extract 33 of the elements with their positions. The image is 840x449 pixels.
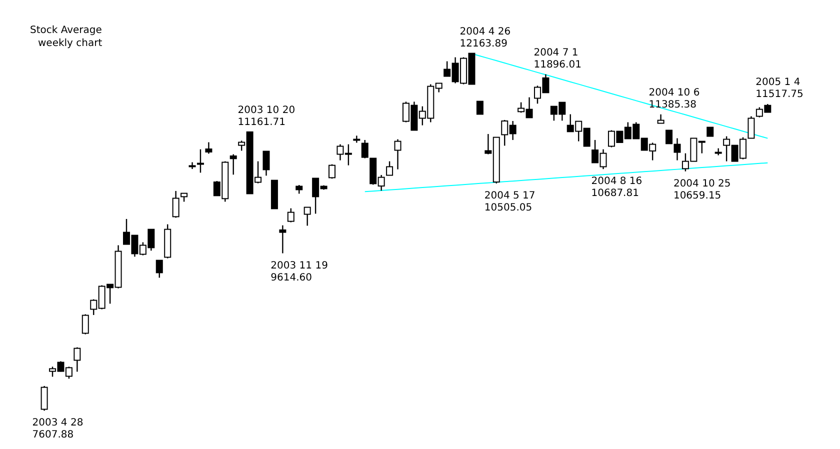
annotation: 2004 10 25 10659.15	[673, 178, 731, 202]
annotation: 2003 10 20 11161.71	[238, 104, 296, 128]
candlestick	[172, 190, 180, 218]
candlestick	[287, 208, 294, 223]
candlestick	[205, 142, 212, 154]
candlestick	[328, 164, 336, 180]
candlestick	[82, 314, 89, 335]
chart-subtitle: weekly chart	[38, 38, 102, 49]
candlestick	[230, 154, 237, 176]
candlestick	[476, 100, 484, 115]
candlestick	[674, 138, 681, 161]
candlestick	[386, 160, 394, 176]
chart-title: Stock Average	[30, 25, 102, 36]
candlestick	[361, 139, 368, 159]
candlestick	[156, 260, 163, 278]
annotation: 2004 4 26 12163.89	[460, 26, 511, 50]
annotation: 2004 5 17 10505.05	[484, 190, 536, 214]
candlestick	[279, 224, 286, 254]
candlestick	[706, 126, 714, 137]
annotation: 2005 1 4 11517.75	[756, 76, 804, 100]
candlestick	[262, 150, 270, 176]
text: 2003 4 28 7607.88	[32, 418, 84, 441]
candlestick	[304, 206, 311, 226]
candlestick	[666, 130, 673, 144]
annotation: 2004 7 1 11896.01	[534, 47, 582, 70]
annotation: 2004 10 6 11385.38	[648, 87, 700, 110]
candlestick	[748, 116, 755, 139]
candlestick	[196, 148, 204, 174]
candlestick	[74, 346, 81, 372]
annotation: 2003 11 19 9614.60	[270, 260, 328, 284]
candlestick	[40, 385, 48, 412]
candlestick	[394, 138, 402, 170]
annotation: 2004 8 16 10687.81	[591, 176, 642, 200]
